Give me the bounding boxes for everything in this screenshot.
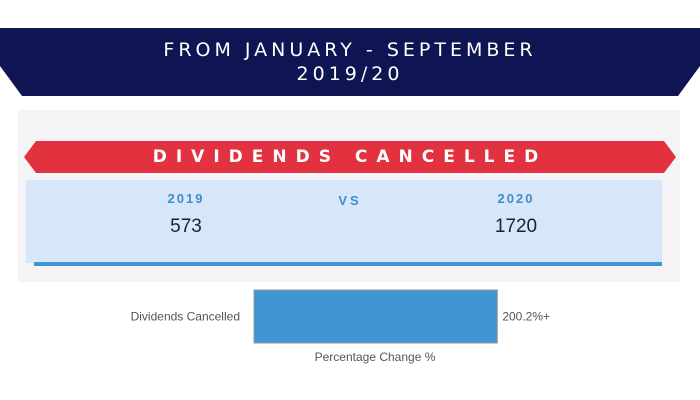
year-2020-label: 2020 bbox=[497, 191, 535, 206]
header-title-line2: 2019/20 bbox=[296, 63, 404, 85]
comparison-heading: DIVIDENDS CANCELLED bbox=[152, 147, 548, 167]
comparison-heading-ribbon: DIVIDENDS CANCELLED bbox=[24, 141, 676, 173]
ribbon-shape bbox=[24, 141, 676, 173]
header-banner-shape bbox=[0, 28, 700, 96]
year-2019-label: 2019 bbox=[167, 191, 205, 206]
header-title: FROM JANUARY - SEPTEMBER 2019/20 bbox=[0, 38, 700, 86]
versus-label: VS bbox=[338, 193, 362, 208]
count-2020-value: 1720 bbox=[494, 216, 538, 237]
category-label: Dividends Cancelled bbox=[131, 310, 240, 324]
header-title-line1: FROM JANUARY - SEPTEMBER bbox=[163, 39, 537, 61]
count-2019-value: 573 bbox=[170, 216, 202, 237]
header-banner: FROM JANUARY - SEPTEMBER 2019/20 bbox=[0, 28, 700, 96]
comparison-card-stripe bbox=[34, 262, 662, 266]
comparison-card bbox=[26, 180, 662, 263]
percentage-change-chart: Dividends Cancelled 200.2%+ Percentage Cha… bbox=[131, 289, 550, 364]
bar-data-label: 200.2%+ bbox=[502, 310, 550, 324]
x-axis-label: Percentage Change % bbox=[315, 350, 436, 364]
bar-dividends-cancelled bbox=[253, 289, 498, 344]
